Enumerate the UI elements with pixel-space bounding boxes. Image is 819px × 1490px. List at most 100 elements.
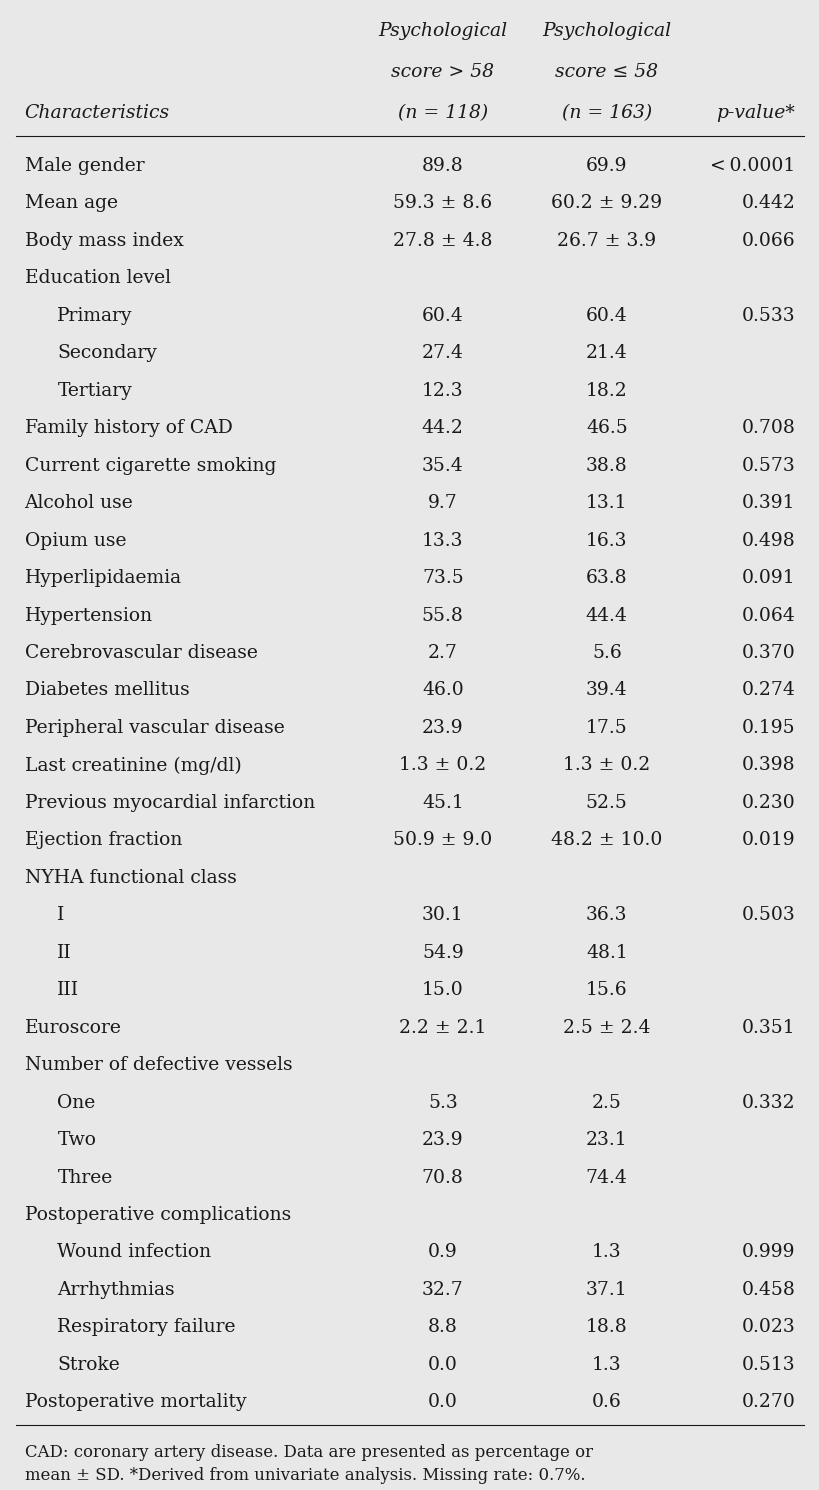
- Text: Postoperative complications: Postoperative complications: [25, 1205, 291, 1223]
- Text: 13.1: 13.1: [586, 495, 627, 513]
- Text: score > 58: score > 58: [391, 63, 494, 82]
- Text: 0.533: 0.533: [741, 307, 794, 325]
- Text: 2.5 ± 2.4: 2.5 ± 2.4: [563, 1019, 649, 1037]
- Text: score ≤ 58: score ≤ 58: [554, 63, 658, 82]
- Text: 0.6: 0.6: [591, 1393, 621, 1411]
- Text: Education level: Education level: [25, 270, 170, 288]
- Text: 1.3: 1.3: [591, 1356, 621, 1374]
- Text: Hyperlipidaemia: Hyperlipidaemia: [25, 569, 182, 587]
- Text: 0.0: 0.0: [428, 1393, 457, 1411]
- Text: 23.1: 23.1: [586, 1131, 627, 1149]
- Text: 0.498: 0.498: [740, 532, 794, 550]
- Text: 0.195: 0.195: [741, 720, 794, 738]
- Text: Body mass index: Body mass index: [25, 232, 183, 250]
- Text: 0.391: 0.391: [741, 495, 794, 513]
- Text: Male gender: Male gender: [25, 156, 144, 174]
- Text: 44.4: 44.4: [585, 606, 627, 624]
- Text: Opium use: Opium use: [25, 532, 126, 550]
- Text: Characteristics: Characteristics: [25, 104, 170, 122]
- Text: 2.5: 2.5: [591, 1094, 621, 1112]
- Text: Psychological: Psychological: [541, 22, 671, 40]
- Text: p-value*: p-value*: [716, 104, 794, 122]
- Text: 0.230: 0.230: [740, 794, 794, 812]
- Text: III: III: [57, 982, 79, 1000]
- Text: Secondary: Secondary: [57, 344, 157, 362]
- Text: NYHA functional class: NYHA functional class: [25, 869, 236, 887]
- Text: 0.019: 0.019: [741, 831, 794, 849]
- Text: 26.7 ± 3.9: 26.7 ± 3.9: [557, 232, 655, 250]
- Text: 55.8: 55.8: [421, 606, 464, 624]
- Text: Ejection fraction: Ejection fraction: [25, 831, 182, 849]
- Text: 0.999: 0.999: [741, 1244, 794, 1262]
- Text: 89.8: 89.8: [422, 156, 463, 174]
- Text: 27.4: 27.4: [421, 344, 464, 362]
- Text: Hypertension: Hypertension: [25, 606, 152, 624]
- Text: 46.5: 46.5: [586, 419, 627, 437]
- Text: 0.064: 0.064: [740, 606, 794, 624]
- Text: 2.2 ± 2.1: 2.2 ± 2.1: [399, 1019, 486, 1037]
- Text: 60.2 ± 9.29: 60.2 ± 9.29: [550, 194, 662, 213]
- Text: 0.0: 0.0: [428, 1356, 457, 1374]
- Text: Last creatinine (mg/dl): Last creatinine (mg/dl): [25, 757, 241, 775]
- Text: 0.370: 0.370: [740, 644, 794, 662]
- Text: 35.4: 35.4: [422, 456, 463, 475]
- Text: 46.0: 46.0: [422, 681, 463, 699]
- Text: 74.4: 74.4: [585, 1168, 627, 1186]
- Text: 5.6: 5.6: [591, 644, 621, 662]
- Text: 18.8: 18.8: [586, 1319, 627, 1337]
- Text: 0.503: 0.503: [740, 906, 794, 924]
- Text: Two: Two: [57, 1131, 97, 1149]
- Text: 1.3 ± 0.2: 1.3 ± 0.2: [563, 757, 649, 775]
- Text: Family history of CAD: Family history of CAD: [25, 419, 233, 437]
- Text: 18.2: 18.2: [586, 381, 627, 399]
- Text: Previous myocardial infarction: Previous myocardial infarction: [25, 794, 314, 812]
- Text: 0.274: 0.274: [740, 681, 794, 699]
- Text: 73.5: 73.5: [422, 569, 463, 587]
- Text: Three: Three: [57, 1168, 112, 1186]
- Text: 48.1: 48.1: [586, 943, 627, 961]
- Text: Stroke: Stroke: [57, 1356, 120, 1374]
- Text: 44.2: 44.2: [421, 419, 464, 437]
- Text: Psychological: Psychological: [378, 22, 507, 40]
- Text: 12.3: 12.3: [422, 381, 463, 399]
- Text: 27.8 ± 4.8: 27.8 ± 4.8: [392, 232, 492, 250]
- Text: Peripheral vascular disease: Peripheral vascular disease: [25, 720, 284, 738]
- Text: 30.1: 30.1: [422, 906, 463, 924]
- Text: 39.4: 39.4: [586, 681, 627, 699]
- Text: 1.3: 1.3: [591, 1244, 621, 1262]
- Text: 0.573: 0.573: [740, 456, 794, 475]
- Text: 54.9: 54.9: [422, 943, 463, 961]
- Text: 0.332: 0.332: [741, 1094, 794, 1112]
- Text: 0.9: 0.9: [428, 1244, 457, 1262]
- Text: 60.4: 60.4: [586, 307, 627, 325]
- Text: II: II: [57, 943, 72, 961]
- Text: 23.9: 23.9: [422, 720, 463, 738]
- Text: 36.3: 36.3: [586, 906, 627, 924]
- Text: 17.5: 17.5: [586, 720, 627, 738]
- Text: 0.458: 0.458: [740, 1281, 794, 1299]
- Text: Arrhythmias: Arrhythmias: [57, 1281, 174, 1299]
- Text: 37.1: 37.1: [586, 1281, 627, 1299]
- Text: 70.8: 70.8: [421, 1168, 464, 1186]
- Text: 45.1: 45.1: [422, 794, 463, 812]
- Text: CAD: coronary artery disease. Data are presented as percentage or
mean ± SD. *De: CAD: coronary artery disease. Data are p…: [25, 1444, 592, 1484]
- Text: Number of defective vessels: Number of defective vessels: [25, 1056, 292, 1074]
- Text: Cerebrovascular disease: Cerebrovascular disease: [25, 644, 257, 662]
- Text: 0.066: 0.066: [741, 232, 794, 250]
- Text: (n = 118): (n = 118): [397, 104, 487, 122]
- Text: 1.3 ± 0.2: 1.3 ± 0.2: [399, 757, 486, 775]
- Text: 0.513: 0.513: [741, 1356, 794, 1374]
- Text: 0.091: 0.091: [741, 569, 794, 587]
- Text: 0.398: 0.398: [741, 757, 794, 775]
- Text: < 0.0001: < 0.0001: [709, 156, 794, 174]
- Text: 0.023: 0.023: [740, 1319, 794, 1337]
- Text: Tertiary: Tertiary: [57, 381, 132, 399]
- Text: 15.0: 15.0: [422, 982, 463, 1000]
- Text: 0.442: 0.442: [740, 194, 794, 213]
- Text: 0.270: 0.270: [740, 1393, 794, 1411]
- Text: Current cigarette smoking: Current cigarette smoking: [25, 456, 276, 475]
- Text: 38.8: 38.8: [586, 456, 627, 475]
- Text: 59.3 ± 8.6: 59.3 ± 8.6: [393, 194, 491, 213]
- Text: 9.7: 9.7: [428, 495, 457, 513]
- Text: 5.3: 5.3: [428, 1094, 457, 1112]
